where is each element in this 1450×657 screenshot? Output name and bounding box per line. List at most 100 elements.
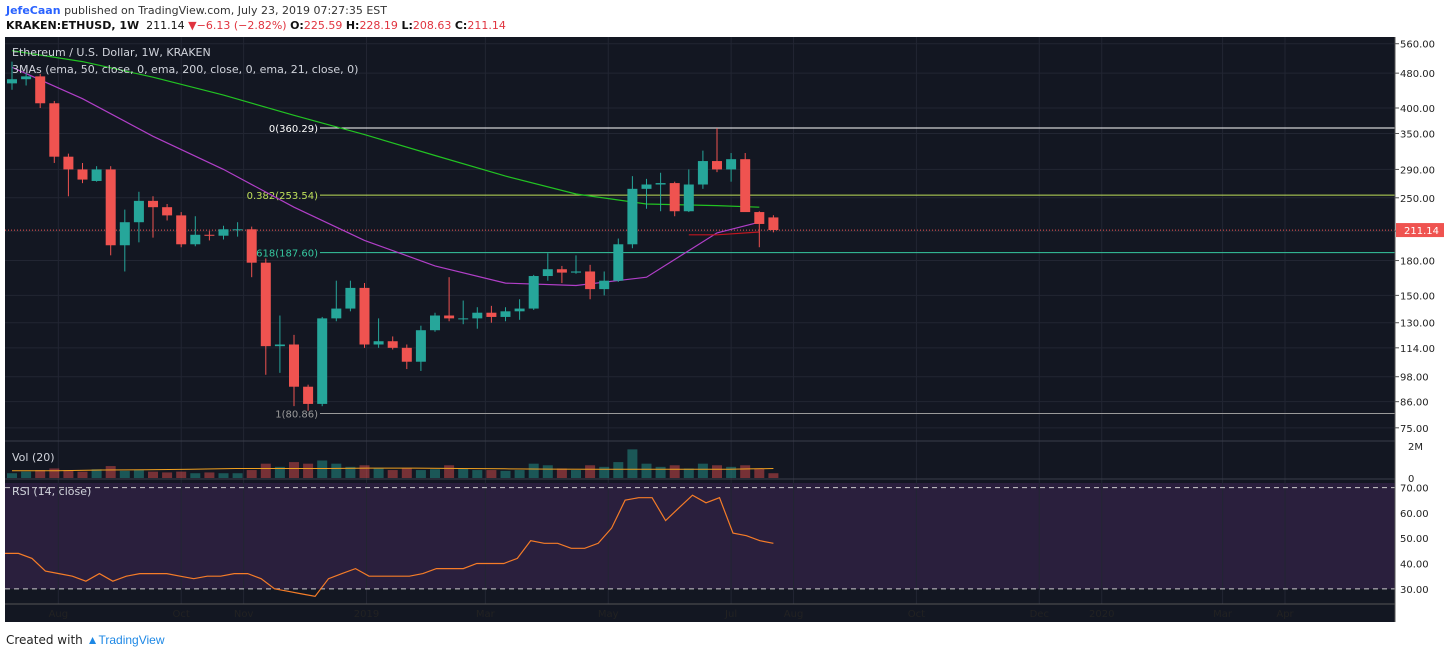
candle-body — [415, 330, 426, 362]
volume-bar — [641, 463, 652, 478]
current-price-label: 211.14 — [1404, 226, 1439, 237]
time-tick-label: Oct — [908, 609, 925, 620]
volume-bar — [331, 463, 342, 478]
moving-averages — [11, 50, 760, 287]
volume-title: Vol (20) — [12, 451, 55, 464]
author-link[interactable]: JefeCaan — [6, 4, 61, 17]
volume-bar — [49, 468, 60, 478]
candle-body — [35, 76, 46, 104]
tradingview-logo-icon[interactable]: ▲ — [86, 633, 99, 647]
volume-bar — [542, 465, 553, 478]
candle-body — [387, 341, 398, 348]
rsi-tick-label: 70.00 — [1400, 484, 1429, 495]
candle-body — [599, 280, 610, 290]
candle-body — [21, 76, 32, 80]
volume-bar — [613, 462, 624, 478]
price-tick-label: 114.00 — [1400, 344, 1435, 355]
candle-body — [303, 386, 314, 404]
volume-bar — [472, 470, 483, 478]
volume-bar — [430, 469, 440, 478]
symbol-line: KRAKEN:ETHUSD, 1W 211.14 ▼−6.13 (−2.82%)… — [6, 19, 506, 32]
candle-body — [274, 344, 285, 347]
price-tick-label: 560.00 — [1400, 40, 1435, 51]
time-tick-label: Aug — [49, 609, 69, 620]
time-tick-label: Apr — [1276, 609, 1294, 620]
candle-body — [613, 244, 624, 281]
time-tick-label: Oct — [173, 609, 190, 620]
ema200-line — [11, 50, 760, 208]
candle-body — [190, 234, 201, 245]
volume-bar — [373, 468, 384, 478]
indicator-legend: 3MAs (ema, 50, close, 0, ema, 200, close… — [12, 63, 358, 76]
candle-body — [373, 341, 384, 345]
volume-bar — [571, 470, 581, 478]
rsi-series-line — [5, 494, 774, 598]
fib-level-label: 0.382(253.54) — [247, 191, 319, 202]
rsi-tick-label: 30.00 — [1400, 585, 1429, 596]
candle-body — [7, 79, 17, 84]
volume-bar — [754, 468, 765, 478]
candle-body — [63, 156, 74, 170]
tradingview-link[interactable]: TradingView — [98, 633, 165, 647]
candle-body — [641, 184, 652, 189]
candles[interactable] — [7, 61, 779, 411]
candle-body — [472, 312, 483, 319]
price-tick-label: 180.00 — [1400, 257, 1435, 268]
fibonacci-levels[interactable]: 0(360.29) 0.382(253.54) 0.618(187.60) 1(80.… — [5, 124, 1395, 420]
volume-bar — [444, 465, 455, 478]
volume-bar — [669, 465, 680, 478]
volume-bar — [35, 470, 46, 478]
volume-bar — [401, 468, 412, 478]
volume-bar — [260, 463, 271, 478]
rsi-tick-label: 60.00 — [1400, 509, 1429, 520]
footer: Created with ▲TradingView — [6, 633, 165, 647]
candle-body — [585, 271, 596, 290]
time-tick-label: Jul — [724, 609, 737, 620]
volume-bar — [91, 469, 102, 478]
price-tick-label: 150.00 — [1400, 291, 1435, 302]
candle-body — [528, 276, 539, 309]
candle-body — [514, 308, 525, 312]
candle-body — [289, 344, 299, 387]
axes[interactable]: 560.00480.00400.00350.00290.00250.00210.… — [49, 40, 1444, 620]
volume-bar — [21, 471, 32, 478]
price-tick-label: 98.00 — [1400, 373, 1429, 384]
volume-bar — [585, 465, 596, 478]
candle-body — [260, 262, 271, 347]
candle-body — [697, 161, 708, 185]
candle-body — [669, 183, 680, 212]
open-label: O: — [290, 19, 304, 32]
candle-body — [133, 200, 144, 223]
candle-body — [571, 271, 581, 273]
volume-bar — [317, 460, 328, 478]
candle-body — [740, 159, 751, 213]
volume-bar — [655, 466, 666, 478]
candle-body — [401, 347, 412, 362]
time-tick-label: Nov — [234, 609, 254, 620]
price-tick-label: 250.00 — [1400, 194, 1435, 205]
candle-body — [246, 229, 257, 263]
rsi-tick-label: 40.00 — [1400, 560, 1429, 571]
candle-body — [712, 161, 722, 170]
rsi-tick-label: 50.00 — [1400, 534, 1429, 545]
candle-body — [119, 222, 130, 246]
candle-body — [148, 200, 158, 208]
candle-body — [458, 318, 469, 320]
volume-tick-label: 0 — [1408, 474, 1414, 485]
volume-bar — [500, 470, 511, 478]
high-value: 228.19 — [359, 19, 398, 32]
candle-body — [218, 229, 229, 236]
candle-body — [556, 269, 567, 273]
price-tick-label: 86.00 — [1400, 398, 1429, 409]
volume-bar — [105, 466, 116, 478]
chart-area[interactable]: 0(360.29) 0.382(253.54) 0.618(187.60) 1(80.… — [0, 37, 1450, 627]
close-value: 211.14 — [467, 19, 506, 32]
candle-body — [91, 169, 102, 181]
volume-bar — [768, 473, 779, 478]
price-tick-label: 400.00 — [1400, 104, 1435, 115]
chart-title: Ethereum / U.S. Dollar, 1W, KRAKEN — [12, 46, 211, 59]
price-tick-label: 480.00 — [1400, 69, 1435, 80]
volume-bar — [289, 462, 299, 478]
time-tick-label: 2019 — [354, 609, 379, 620]
volume-tick-label: 2M — [1408, 442, 1423, 453]
